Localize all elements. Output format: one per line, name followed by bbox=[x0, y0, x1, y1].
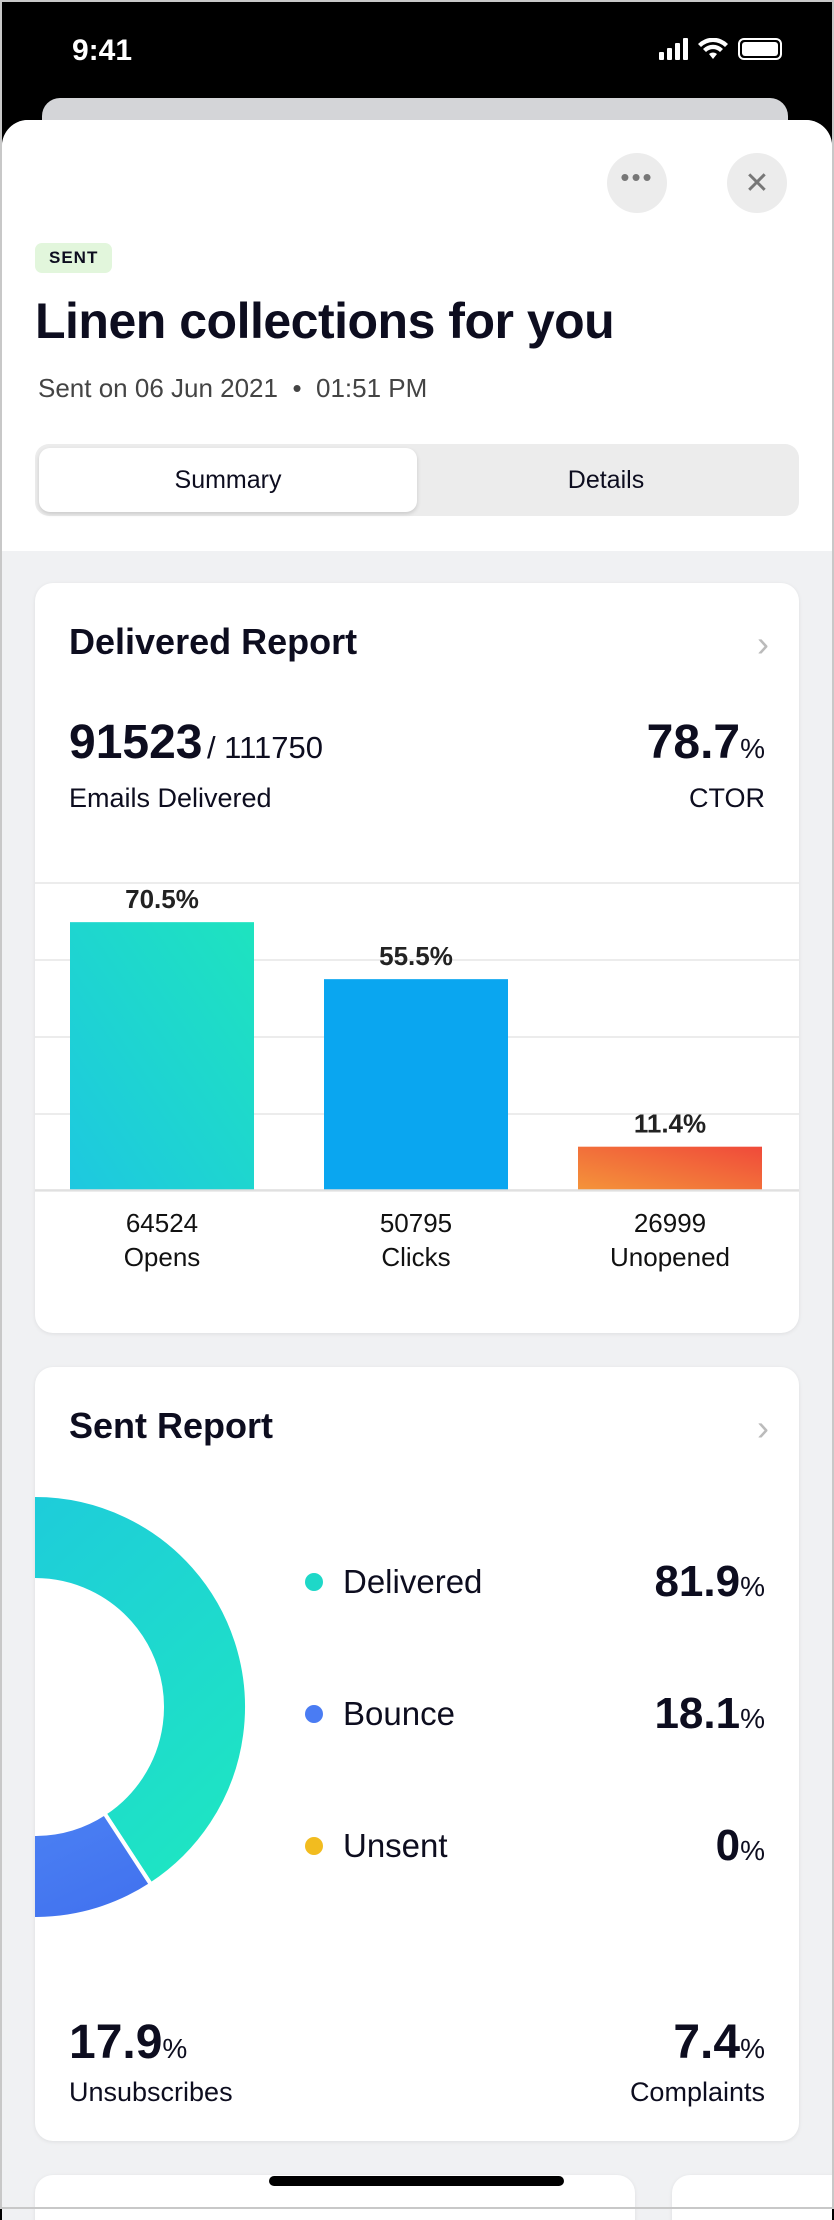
legend-item: Unsent 0% bbox=[305, 1821, 765, 1871]
battery-icon bbox=[738, 38, 782, 60]
header: ••• ✕ SENT Linen collections for you Sen… bbox=[2, 120, 832, 551]
bar-count: 64524 bbox=[126, 1208, 198, 1238]
sent-date: Sent on 06 Jun 2021 bbox=[38, 373, 278, 403]
legend-item: Delivered 81.9% bbox=[305, 1557, 765, 1607]
legend-dot-icon bbox=[305, 1837, 323, 1855]
delivered-label: Emails Delivered bbox=[69, 783, 272, 813]
ellipsis-icon: ••• bbox=[620, 161, 654, 192]
ctor-value: 78.7% bbox=[647, 715, 765, 770]
card-title: Delivered Report bbox=[69, 621, 358, 662]
wifi-icon bbox=[698, 38, 728, 59]
status-badge: SENT bbox=[35, 243, 113, 273]
bar-count: 50795 bbox=[380, 1208, 452, 1238]
legend-label: Unsent bbox=[343, 1827, 448, 1864]
ctor-number: 78.7 bbox=[646, 716, 741, 769]
page-title: Linen collections for you bbox=[35, 293, 615, 349]
next-card bbox=[672, 2175, 832, 2220]
campaign-sheet: ••• ✕ SENT Linen collections for you Sen… bbox=[2, 120, 832, 2220]
legend-dot-icon bbox=[305, 1705, 323, 1723]
bar-unopened bbox=[578, 1146, 762, 1190]
unsubscribes-number: 17.9 bbox=[69, 2016, 163, 2069]
bar-data-label: 11.4% bbox=[634, 1109, 706, 1139]
bar-category-label: Clicks bbox=[381, 1242, 450, 1272]
legend-label: Bounce bbox=[343, 1695, 455, 1732]
segmented-control: Summary Details bbox=[35, 444, 799, 516]
bar-clicks bbox=[324, 979, 508, 1190]
chevron-right-icon[interactable]: › bbox=[757, 623, 769, 664]
ctor-label: CTOR bbox=[688, 783, 765, 813]
complaints-label: Complaints bbox=[629, 2077, 765, 2107]
unsubscribes-value: 17.9% bbox=[69, 2015, 187, 2070]
more-button[interactable]: ••• bbox=[607, 153, 667, 213]
home-indicator bbox=[269, 2176, 564, 2186]
legend-label: Delivered bbox=[343, 1563, 483, 1600]
chevron-right-icon[interactable]: › bbox=[757, 1407, 769, 1448]
tab-summary[interactable]: Summary bbox=[39, 448, 417, 512]
bar-category-label: Opens bbox=[124, 1242, 201, 1272]
unsubscribes-label: Unsubscribes bbox=[69, 2077, 233, 2107]
signal-icon bbox=[659, 38, 688, 60]
total-value: / 111750 bbox=[206, 730, 324, 765]
delivered-value: 91523 bbox=[69, 716, 203, 769]
donut-chart bbox=[35, 1495, 249, 1921]
bar-data-label: 55.5% bbox=[379, 941, 453, 971]
donut-slice-bounce bbox=[35, 1810, 154, 1921]
legend-dot-icon bbox=[305, 1573, 323, 1591]
legend-item: Bounce 18.1% bbox=[305, 1689, 765, 1739]
delivered-count: 91523 / 111750 bbox=[69, 715, 323, 770]
delivered-report-card[interactable]: Delivered Report › 91523 / 111750 Emails… bbox=[35, 583, 799, 1333]
tab-details[interactable]: Details bbox=[567, 465, 645, 494]
unsubscribes-unit: % bbox=[162, 2033, 188, 2064]
status-bar: 9:41 bbox=[0, 0, 834, 120]
card-title: Sent Report bbox=[69, 1405, 274, 1446]
close-icon: ✕ bbox=[744, 166, 770, 200]
bar-category-label: Unopened bbox=[610, 1242, 730, 1272]
legend-value: 18.1% bbox=[654, 1689, 765, 1738]
sent-time: 01:51 PM bbox=[316, 373, 428, 403]
sent-datetime: Sent on 06 Jun 2021 • 01:51 PM bbox=[38, 373, 427, 404]
close-button[interactable]: ✕ bbox=[727, 153, 787, 213]
bar-data-label: 70.5% bbox=[125, 884, 199, 914]
bar-chart: 70.5% 64524 Opens 55.5% 50795 Clicks 11.4% 2699… bbox=[35, 882, 799, 1272]
sent-report-card[interactable]: Sent Report › Delivered 81.9% Bounce 18.… bbox=[35, 1367, 799, 2141]
legend-value: 81.9% bbox=[654, 1557, 765, 1606]
complaints-value: 7.4% bbox=[673, 2015, 765, 2070]
bar-count: 26999 bbox=[634, 1208, 706, 1238]
clock: 9:41 bbox=[72, 34, 133, 67]
legend-value: 0% bbox=[715, 1821, 765, 1870]
bar-opens bbox=[70, 922, 254, 1190]
separator-dot: • bbox=[292, 373, 302, 403]
complaints-number: 7.4 bbox=[673, 2016, 741, 2069]
donut-slice-delivered bbox=[35, 1495, 249, 1888]
complaints-unit: % bbox=[740, 2033, 765, 2064]
ctor-unit: % bbox=[740, 733, 765, 764]
